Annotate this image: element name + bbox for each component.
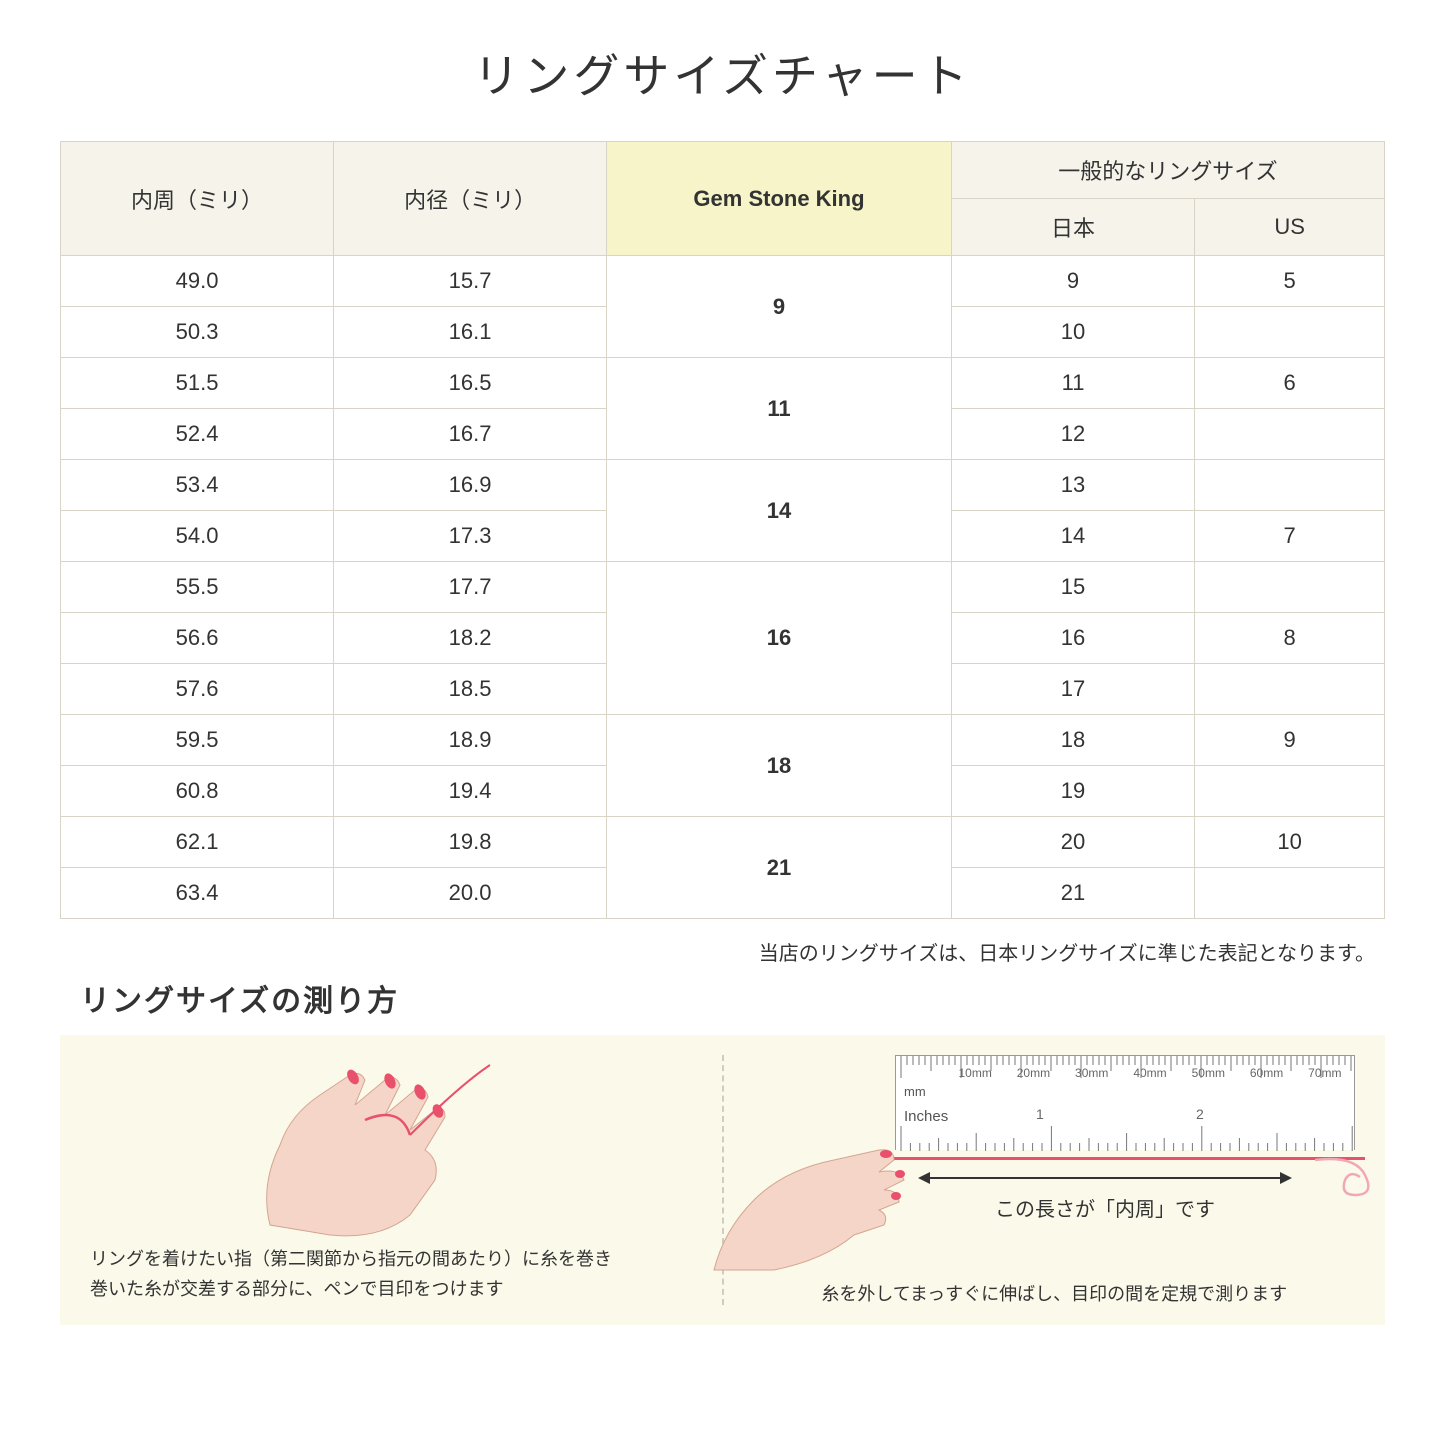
thread-line	[865, 1157, 1365, 1160]
left-panel: リングを着けたい指（第二関節から指元の間あたり）に糸を巻き 巻いた糸が交差する部…	[60, 1035, 722, 1325]
cell-circumference: 50.3	[61, 307, 334, 358]
col-general: 一般的なリングサイズ	[951, 142, 1384, 199]
cell-japan: 13	[951, 460, 1194, 511]
cell-gsk: 16	[607, 562, 952, 715]
col-japan: 日本	[951, 199, 1194, 256]
cell-us: 10	[1195, 817, 1385, 868]
right-caption: 糸を外してまっすぐに伸ばし、目印の間を定規で測ります	[754, 1279, 1356, 1310]
col-circumference: 内周（ミリ）	[61, 142, 334, 256]
cell-circumference: 53.4	[61, 460, 334, 511]
measurement-arrow	[920, 1177, 1290, 1179]
cell-japan: 16	[951, 613, 1194, 664]
cell-circumference: 49.0	[61, 256, 334, 307]
ruler-illustration: 10mm20mm30mm40mm50mm60mm70mm mm Inches 1…	[895, 1055, 1355, 1150]
cell-gsk: 21	[607, 817, 952, 919]
cell-gsk: 18	[607, 715, 952, 817]
cell-us: 6	[1195, 358, 1385, 409]
thread-swirl	[1315, 1135, 1395, 1215]
cell-diameter: 19.4	[334, 766, 607, 817]
ruler-ticks	[896, 1056, 1356, 1151]
table-row: 51.516.511116	[61, 358, 1385, 409]
cell-diameter: 15.7	[334, 256, 607, 307]
cell-us	[1195, 664, 1385, 715]
cell-circumference: 63.4	[61, 868, 334, 919]
cell-circumference: 62.1	[61, 817, 334, 868]
cell-diameter: 16.9	[334, 460, 607, 511]
cell-japan: 9	[951, 256, 1194, 307]
cell-circumference: 55.5	[61, 562, 334, 613]
cell-diameter: 16.7	[334, 409, 607, 460]
cell-diameter: 19.8	[334, 817, 607, 868]
col-gsk: Gem Stone King	[607, 142, 952, 256]
cell-japan: 20	[951, 817, 1194, 868]
ruler-in-marks: 2	[1196, 1106, 1204, 1122]
cell-circumference: 60.8	[61, 766, 334, 817]
cell-us	[1195, 460, 1385, 511]
ruler-in-marks: 1	[1036, 1106, 1044, 1122]
cell-us	[1195, 409, 1385, 460]
cell-diameter: 16.5	[334, 358, 607, 409]
cell-circumference: 57.6	[61, 664, 334, 715]
cell-us	[1195, 307, 1385, 358]
size-chart-table: 内周（ミリ） 内径（ミリ） Gem Stone King 一般的なリングサイズ …	[60, 141, 1385, 919]
note-text: 当店のリングサイズは、日本リングサイズに準じた表記となります。	[60, 937, 1375, 966]
cell-diameter: 16.1	[334, 307, 607, 358]
cell-japan: 14	[951, 511, 1194, 562]
cell-us: 5	[1195, 256, 1385, 307]
instructions-panel: リングを着けたい指（第二関節から指元の間あたり）に糸を巻き 巻いた糸が交差する部…	[60, 1035, 1385, 1325]
cell-japan: 12	[951, 409, 1194, 460]
cell-japan: 11	[951, 358, 1194, 409]
table-row: 59.518.918189	[61, 715, 1385, 766]
cell-gsk: 11	[607, 358, 952, 460]
left-caption: リングを着けたい指（第二関節から指元の間あたり）に糸を巻き 巻いた糸が交差する部…	[90, 1244, 692, 1305]
cell-circumference: 59.5	[61, 715, 334, 766]
arrow-label: この長さが「内周」です	[915, 1193, 1295, 1222]
col-diameter: 内径（ミリ）	[334, 142, 607, 256]
cell-diameter: 17.3	[334, 511, 607, 562]
cell-diameter: 18.2	[334, 613, 607, 664]
cell-us: 9	[1195, 715, 1385, 766]
cell-us: 8	[1195, 613, 1385, 664]
hand-illustration-left	[210, 1045, 530, 1245]
cell-japan: 21	[951, 868, 1194, 919]
cell-diameter: 18.9	[334, 715, 607, 766]
page-title: リングサイズチャート	[60, 40, 1385, 106]
hand-illustration-right	[704, 1130, 924, 1280]
cell-diameter: 18.5	[334, 664, 607, 715]
right-panel: 10mm20mm30mm40mm50mm60mm70mm mm Inches 1…	[724, 1035, 1386, 1325]
cell-circumference: 51.5	[61, 358, 334, 409]
cell-us	[1195, 766, 1385, 817]
cell-us	[1195, 868, 1385, 919]
cell-japan: 18	[951, 715, 1194, 766]
table-row: 49.015.7995	[61, 256, 1385, 307]
cell-japan: 19	[951, 766, 1194, 817]
cell-us: 7	[1195, 511, 1385, 562]
cell-japan: 10	[951, 307, 1194, 358]
cell-japan: 17	[951, 664, 1194, 715]
table-row: 55.517.71615	[61, 562, 1385, 613]
cell-circumference: 56.6	[61, 613, 334, 664]
cell-us	[1195, 562, 1385, 613]
table-row: 62.119.8212010	[61, 817, 1385, 868]
cell-japan: 15	[951, 562, 1194, 613]
measure-title: リングサイズの測り方	[80, 976, 1385, 1020]
cell-gsk: 9	[607, 256, 952, 358]
cell-diameter: 17.7	[334, 562, 607, 613]
cell-gsk: 14	[607, 460, 952, 562]
table-row: 53.416.91413	[61, 460, 1385, 511]
col-us: US	[1195, 199, 1385, 256]
cell-circumference: 52.4	[61, 409, 334, 460]
cell-diameter: 20.0	[334, 868, 607, 919]
cell-circumference: 54.0	[61, 511, 334, 562]
